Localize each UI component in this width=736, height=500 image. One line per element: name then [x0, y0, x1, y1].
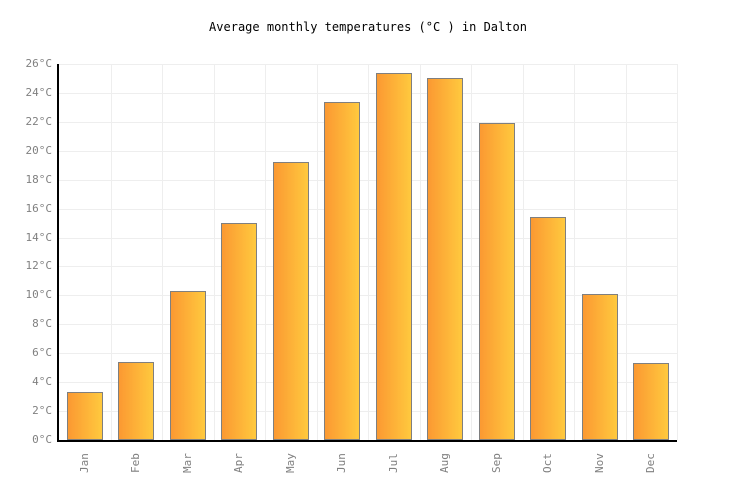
x-axis-label-dec: Dec	[644, 453, 657, 473]
v-gridline	[574, 64, 575, 440]
y-axis-tick-label: 16°C	[25, 202, 53, 215]
y-axis-tick-label: 22°C	[25, 115, 53, 128]
x-axis-label-sep: Sep	[490, 453, 503, 473]
y-axis-tick-label: 4°C	[32, 375, 52, 388]
y-axis-line	[57, 64, 59, 442]
y-axis-tick-label: 14°C	[25, 231, 53, 244]
x-axis-label-may: May	[284, 453, 297, 473]
x-axis-label-jul: Jul	[387, 453, 400, 473]
x-axis-label-aug: Aug	[438, 453, 451, 473]
y-axis-tick-label: 12°C	[25, 259, 53, 272]
x-axis-label-nov: Nov	[593, 453, 606, 473]
v-gridline	[265, 64, 266, 440]
y-axis-tick-label: 8°C	[32, 317, 52, 330]
y-axis-tick-label: 10°C	[25, 288, 53, 301]
y-axis-tick-label: 24°C	[25, 86, 53, 99]
v-gridline	[523, 64, 524, 440]
v-gridline	[368, 64, 369, 440]
bar-sep	[479, 123, 515, 440]
x-axis-label-apr: Apr	[232, 453, 245, 473]
v-gridline	[317, 64, 318, 440]
y-axis-tick-label: 6°C	[32, 346, 52, 359]
v-gridline	[111, 64, 112, 440]
v-gridline	[626, 64, 627, 440]
bar-dec	[633, 363, 669, 440]
chart-title: Average monthly temperatures (°C ) in Da…	[209, 20, 527, 34]
bar-jun	[324, 102, 360, 440]
y-axis-tick-label: 18°C	[25, 173, 53, 186]
x-axis-label-jan: Jan	[78, 453, 91, 473]
v-gridline	[420, 64, 421, 440]
bar-jul	[376, 73, 412, 440]
x-axis-label-mar: Mar	[181, 453, 194, 473]
bar-may	[273, 162, 309, 440]
x-axis-label-oct: Oct	[541, 453, 554, 473]
bar-apr	[221, 223, 257, 440]
y-axis-tick-label: 20°C	[25, 144, 53, 157]
bar-feb	[118, 362, 154, 440]
bar-nov	[582, 294, 618, 440]
y-axis-tick-label: 2°C	[32, 404, 52, 417]
y-axis-tick-label: 26°C	[25, 57, 53, 70]
v-gridline	[162, 64, 163, 440]
v-gridline	[471, 64, 472, 440]
bar-mar	[170, 291, 206, 440]
x-axis-line	[57, 440, 677, 442]
bar-jan	[67, 392, 103, 440]
y-axis-tick-label: 0°C	[32, 433, 52, 446]
bar-oct	[530, 217, 566, 440]
v-gridline	[214, 64, 215, 440]
bar-aug	[427, 78, 463, 440]
x-axis-label-jun: Jun	[335, 453, 348, 473]
v-gridline	[677, 64, 678, 440]
x-axis-label-feb: Feb	[129, 453, 142, 473]
